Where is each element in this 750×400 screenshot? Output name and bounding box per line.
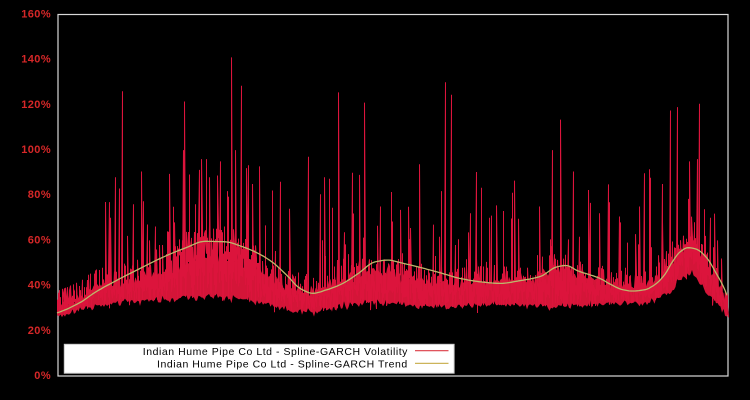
svg-text:20%: 20% — [28, 325, 51, 337]
svg-text:80%: 80% — [28, 189, 51, 201]
svg-text:140%: 140% — [21, 54, 51, 66]
svg-text:Indian Hume Pipe Co Ltd - Spli: Indian Hume Pipe Co Ltd - Spline-GARCH V… — [143, 346, 408, 358]
svg-text:Indian Hume Pipe Co Ltd - Spli: Indian Hume Pipe Co Ltd - Spline-GARCH T… — [157, 359, 408, 371]
svg-text:160%: 160% — [21, 9, 51, 21]
svg-text:100%: 100% — [21, 144, 51, 156]
svg-text:60%: 60% — [28, 234, 51, 246]
svg-text:120%: 120% — [21, 99, 51, 111]
svg-text:0%: 0% — [34, 370, 51, 382]
svg-text:40%: 40% — [28, 280, 51, 292]
